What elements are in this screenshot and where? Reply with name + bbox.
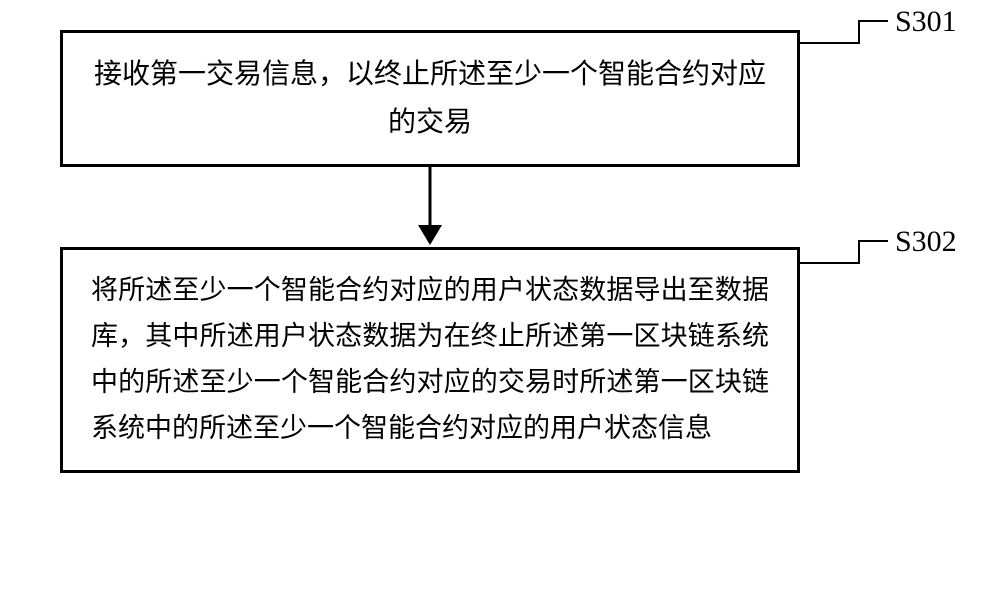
step-label-s302: S302: [895, 225, 957, 259]
connector-s301-v: [858, 20, 860, 42]
connector-s302-v: [858, 240, 860, 262]
connector-s301-h2: [858, 20, 888, 22]
step-box-s302: 将所述至少一个智能合约对应的用户状态数据导出至数据库，其中所述用户状态数据为在终…: [60, 247, 800, 473]
connector-s301-h1: [800, 42, 860, 44]
step-label-s301: S301: [895, 5, 957, 39]
connector-s302-h2: [858, 240, 888, 242]
arrow-head-icon: [418, 225, 442, 245]
step-text-s302: 将所述至少一个智能合约对应的用户状态数据导出至数据库，其中所述用户状态数据为在终…: [91, 275, 769, 443]
arrow-line: [429, 167, 432, 227]
step-text-s301: 接收第一交易信息，以终止所述至少一个智能合约对应的交易: [94, 59, 766, 138]
flowchart-container: 接收第一交易信息，以终止所述至少一个智能合约对应的交易 将所述至少一个智能合约对…: [60, 30, 840, 473]
connector-s302-h1: [800, 262, 860, 264]
step-box-s301: 接收第一交易信息，以终止所述至少一个智能合约对应的交易: [60, 30, 800, 167]
arrow-s301-s302: [60, 167, 800, 247]
